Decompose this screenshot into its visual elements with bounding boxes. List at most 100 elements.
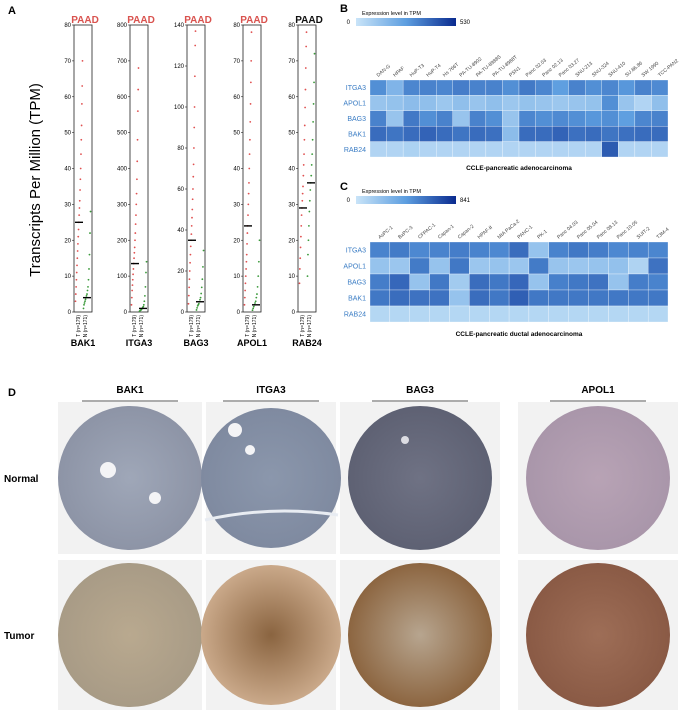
normal-point	[313, 81, 315, 84]
heatmap-cell	[568, 257, 589, 275]
tumor-point	[303, 153, 305, 156]
heatmap-cell	[452, 110, 470, 127]
heatmap-cell	[647, 289, 669, 307]
normal-point	[145, 260, 148, 263]
tumor-point	[135, 214, 137, 217]
heatmap-cell	[608, 289, 629, 307]
tumor-point	[77, 242, 79, 245]
column-label: HuP-T3	[409, 63, 426, 79]
tumor-point	[247, 192, 250, 195]
normal-point	[144, 285, 147, 288]
column-label: PK-1	[536, 229, 549, 241]
normal-point	[86, 289, 89, 292]
heatmap-cell	[389, 289, 410, 307]
tumor-point	[302, 185, 304, 188]
heatmap-cell	[585, 95, 602, 111]
normal-point	[252, 307, 255, 310]
tissue-core	[348, 563, 492, 707]
tumor-point	[193, 126, 196, 129]
heatmap-cell	[469, 241, 490, 259]
tumor-point	[132, 268, 135, 270]
heatmap-cell	[502, 95, 520, 111]
heatmap-cell	[402, 141, 420, 158]
heatmap-cell	[647, 305, 669, 323]
tumor-point	[249, 103, 252, 105]
normal-point	[307, 253, 309, 256]
x-group-label: N (n=171)	[307, 315, 313, 338]
tissue-hole	[149, 492, 161, 504]
heatmap-cell	[634, 95, 652, 111]
tumor-point	[250, 59, 253, 62]
heatmap-cell	[369, 79, 387, 96]
tumor-point	[303, 124, 306, 127]
normal-point	[202, 249, 205, 252]
normal-point	[308, 199, 311, 202]
column-label: AsPC-1	[377, 225, 394, 241]
normal-point	[256, 293, 258, 295]
heatmap-cell	[369, 141, 387, 158]
tumor-point	[132, 273, 134, 276]
normal-point	[86, 293, 88, 295]
normal-point	[84, 300, 86, 303]
tumor-point	[301, 199, 304, 202]
heatmap-cell	[588, 241, 609, 259]
tumor-point	[304, 67, 307, 69]
heatmap-cell	[588, 305, 609, 323]
heatmap-cell	[436, 79, 453, 96]
y-tick-label: 40	[177, 228, 184, 234]
normal-point	[308, 210, 311, 213]
y-tick-label: 500	[117, 131, 128, 137]
tumor-point	[75, 278, 78, 281]
tumor-point	[192, 188, 194, 190]
tumor-point	[134, 223, 137, 226]
heatmap-cell	[528, 257, 549, 275]
normal-point	[256, 285, 259, 288]
tumor-point	[298, 282, 301, 285]
heatmap-cell	[489, 241, 510, 259]
tumor-point	[133, 246, 136, 249]
heatmap-cell	[469, 257, 490, 275]
heatmap-cell	[551, 95, 569, 111]
heatmap-cell	[535, 110, 553, 127]
tumor-point	[134, 239, 136, 242]
tumor-point	[244, 289, 247, 292]
row-label: RAB24	[344, 147, 366, 154]
panel-letter: B	[340, 3, 348, 15]
heatmap-cell	[608, 273, 629, 291]
y-tick-label: 60	[233, 95, 240, 101]
heatmap-cell	[548, 273, 569, 291]
cancer-label: PAAD	[71, 15, 99, 26]
heatmap-cell	[436, 141, 453, 158]
heatmap-cell	[436, 126, 453, 142]
tumor-point	[78, 207, 81, 209]
tissue-hole	[401, 436, 409, 444]
heatmap-cell	[402, 79, 420, 96]
heatmap-cell	[369, 289, 391, 307]
tissue-images	[58, 402, 678, 710]
heatmap-cell	[551, 141, 569, 158]
y-tick-label: 600	[117, 95, 128, 101]
heatmap-cell	[452, 79, 470, 96]
tumor-point	[130, 296, 133, 299]
normal-point	[309, 189, 312, 191]
heatmap-cell	[508, 289, 530, 307]
normal-point	[199, 298, 201, 301]
heatmap-cell	[508, 257, 530, 275]
colorbar-label: Expression level in TPM	[362, 11, 421, 17]
heatmap-cell	[588, 289, 609, 307]
tissue-hole	[228, 423, 242, 437]
heatmap-cell	[628, 241, 649, 259]
heatmap-cell	[634, 126, 652, 142]
row-label: RAB24	[344, 312, 366, 319]
y-tick-label: 80	[288, 23, 295, 29]
heatmap-cell	[518, 110, 536, 127]
tumor-point	[243, 296, 246, 299]
heatmap-cell	[369, 273, 391, 291]
normal-point	[89, 210, 92, 213]
column-header: BAG3	[406, 385, 434, 396]
y-tick-label: 10	[288, 274, 295, 280]
tumor-point	[134, 232, 137, 234]
heatmap-cell	[528, 305, 549, 323]
normal-point	[85, 294, 88, 297]
tumor-point	[303, 138, 306, 141]
